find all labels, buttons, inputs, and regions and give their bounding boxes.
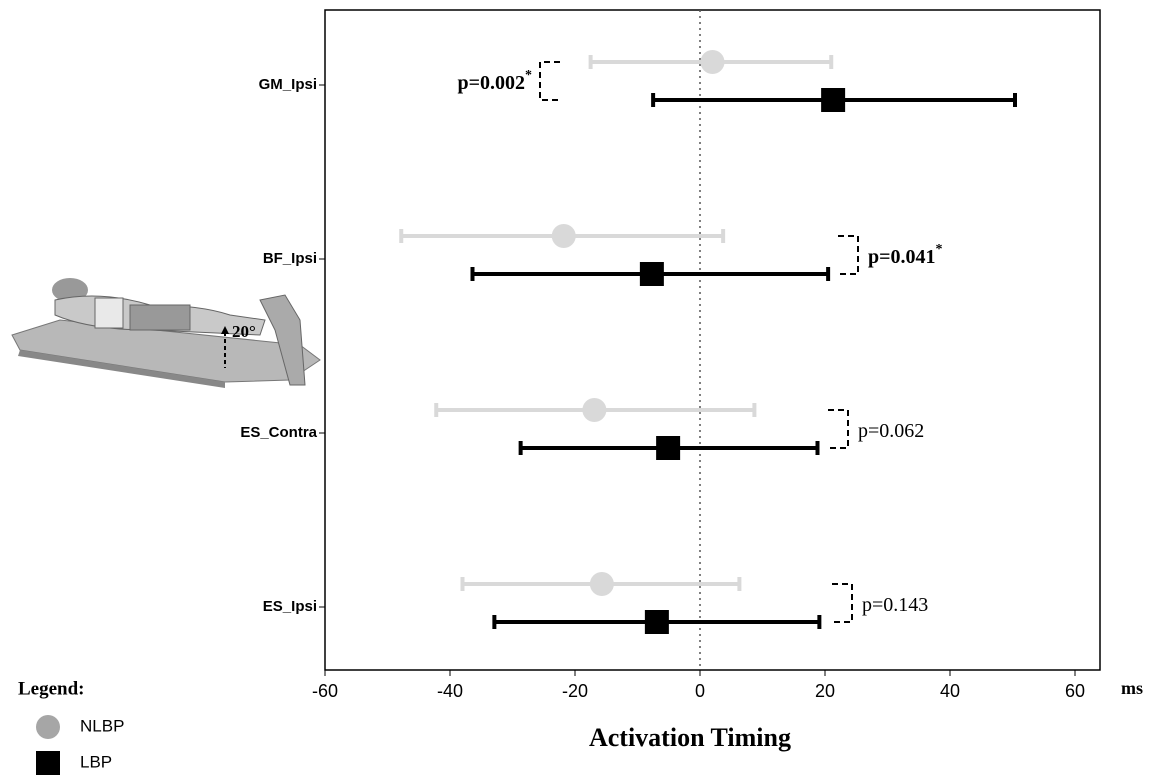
legend-label: LBP (80, 752, 112, 771)
point (821, 88, 846, 112)
p-value-label: p=0.041 (868, 246, 936, 268)
plot-frame (324, 9, 1101, 671)
x-unit: ms (1121, 678, 1143, 698)
x-axis-label: Activation Timing (589, 723, 791, 752)
point (551, 224, 576, 248)
p-value-label: p=0.143 (862, 594, 928, 616)
point (644, 610, 669, 634)
p-value-label: p=0.062 (858, 420, 924, 442)
y-tick-label: ES_Ipsi (263, 598, 317, 615)
legend-label: NLBP (80, 716, 124, 735)
p-bracket (832, 583, 853, 623)
x-tick-label: 60 (1065, 681, 1085, 701)
p-value: p=0.062 (858, 420, 924, 442)
legend-marker (36, 715, 60, 739)
point (639, 262, 664, 286)
x-tick-label: 20 (815, 681, 835, 701)
figure-label: 20° (232, 322, 256, 341)
legend-title: Legend: (18, 678, 85, 699)
x-tick-label: -60 (312, 681, 338, 701)
p-value: p=0.143 (862, 594, 928, 616)
x-tick-label: 0 (695, 681, 705, 701)
x-tick-label: -20 (562, 681, 588, 701)
y-tick-label: ES_Contra (240, 424, 317, 441)
illustration: 20° (11, 278, 321, 388)
x-tick-label: 40 (940, 681, 960, 701)
point (700, 50, 725, 74)
point (582, 398, 607, 422)
x-tick-label: -40 (437, 681, 463, 701)
p-value: p=0.002* (457, 68, 532, 93)
legend-marker (36, 751, 60, 775)
y-tick-label: BF_Ipsi (263, 250, 317, 267)
p-bracket (539, 61, 560, 101)
p-bracket (838, 235, 859, 275)
p-value: p=0.041* (868, 242, 943, 267)
p-bracket (828, 409, 849, 449)
point (656, 436, 681, 460)
p-value-sig: * (936, 242, 943, 257)
p-value-sig: * (525, 68, 532, 83)
p-value-label: p=0.002 (457, 72, 525, 94)
point (589, 572, 614, 596)
y-tick-label: GM_Ipsi (259, 76, 317, 93)
